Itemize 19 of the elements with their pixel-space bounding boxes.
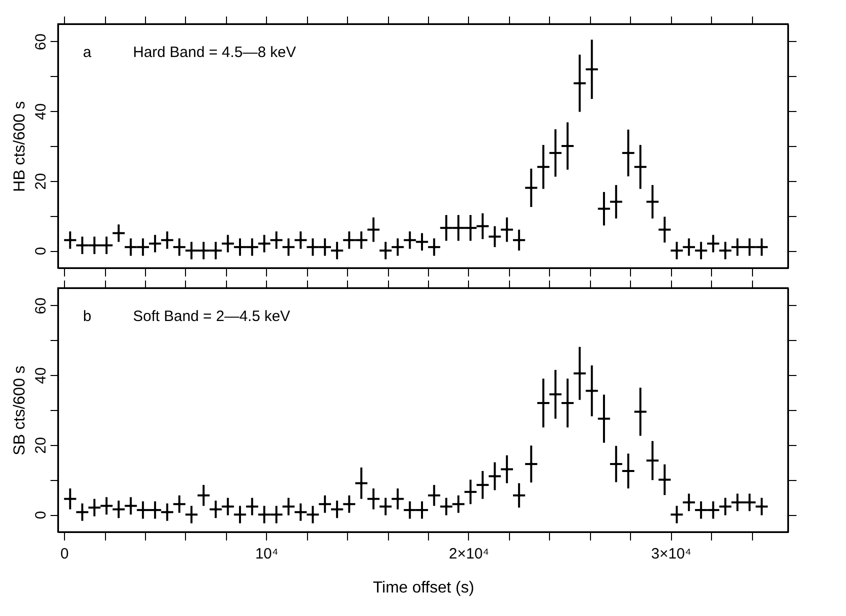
annotation: Soft Band = 2—4.5 keV (133, 308, 290, 325)
y-axis-title: SB cts/600 s (12, 366, 28, 456)
y-axis-title: HB cts/600 s (12, 101, 28, 192)
x-axis-title: Time offset (s) (372, 580, 474, 596)
y-tick-label: 0 (32, 510, 50, 520)
y-tick-label: 0 (32, 246, 50, 256)
x-tick-label: 2×10⁴ (448, 546, 490, 562)
annotation: Hard Band = 4.5—8 keV (133, 44, 296, 61)
y-tick-label: 40 (32, 103, 50, 120)
y-tick-label: 20 (32, 437, 50, 454)
y-tick-label: 20 (32, 173, 50, 190)
annotation: a (83, 44, 92, 61)
y-tick-label: 40 (32, 367, 50, 384)
x-tick-label: 0 (60, 546, 69, 562)
y-tick-label: 60 (32, 34, 50, 50)
y-tick-label: 60 (32, 298, 50, 314)
x-tick-label: 10⁴ (255, 546, 278, 562)
annotation: b (83, 308, 92, 325)
x-tick-label: 3×10⁴ (651, 546, 692, 562)
